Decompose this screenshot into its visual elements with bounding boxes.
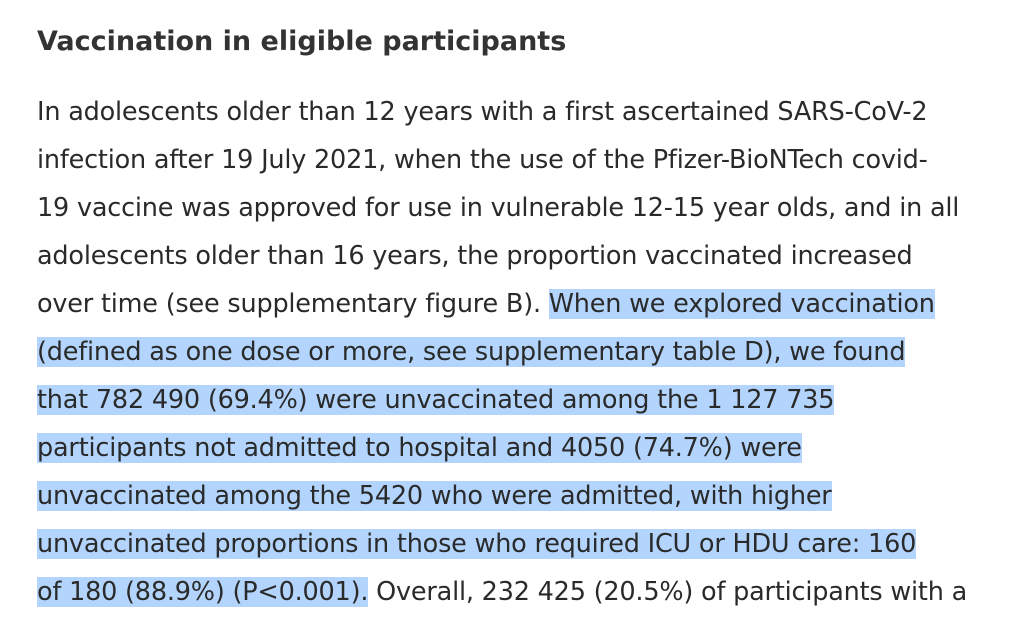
paragraph-line: 19 vaccine was approved for use in vulne…: [37, 184, 959, 232]
text-run: infection after 19 July 2021, when the u…: [37, 145, 928, 175]
selected-text[interactable]: (defined as one dose or more, see supple…: [37, 337, 906, 367]
selected-text[interactable]: unvaccinated proportions in those who re…: [37, 529, 917, 559]
selected-text[interactable]: unvaccinated among the 5420 who were adm…: [37, 481, 832, 511]
paragraph-line: adolescents older than 16 years, the pro…: [37, 232, 913, 280]
selected-text[interactable]: of 180 (88.9%) (P<0.001).: [37, 577, 369, 607]
paragraph-line: of 180 (88.9%) (P<0.001). Overall, 232 4…: [37, 568, 967, 616]
text-run: Overall, 232 425 (20.5%) of participants…: [368, 577, 968, 607]
paragraph-line: In adolescents older than 12 years with …: [37, 88, 928, 136]
text-run: In adolescents older than 12 years with …: [37, 97, 928, 127]
selected-text[interactable]: participants not admitted to hospital an…: [37, 433, 802, 463]
selected-text[interactable]: that 782 490 (69.4%) were unvaccinated a…: [37, 385, 835, 415]
paragraph-line: over time (see supplementary figure B). …: [37, 280, 935, 328]
section-heading: Vaccination in eligible participants: [37, 26, 567, 57]
paragraph-line: unvaccinated among the 5420 who were adm…: [37, 472, 832, 520]
article-section: Vaccination in eligible participants In …: [37, 18, 997, 607]
paragraph-line: participants not admitted to hospital an…: [37, 424, 802, 472]
text-run: adolescents older than 16 years, the pro…: [37, 241, 913, 271]
paragraph-line: unvaccinated proportions in those who re…: [37, 520, 916, 568]
selected-text[interactable]: When we explored vaccination: [548, 289, 935, 319]
text-run: 19 vaccine was approved for use in vulne…: [37, 193, 960, 223]
paragraph-line: that 782 490 (69.4%) were unvaccinated a…: [37, 376, 835, 424]
paragraph-line: (defined as one dose or more, see supple…: [37, 328, 906, 376]
text-run: over time (see supplementary figure B).: [37, 289, 549, 319]
paragraph-line: infection after 19 July 2021, when the u…: [37, 136, 928, 184]
